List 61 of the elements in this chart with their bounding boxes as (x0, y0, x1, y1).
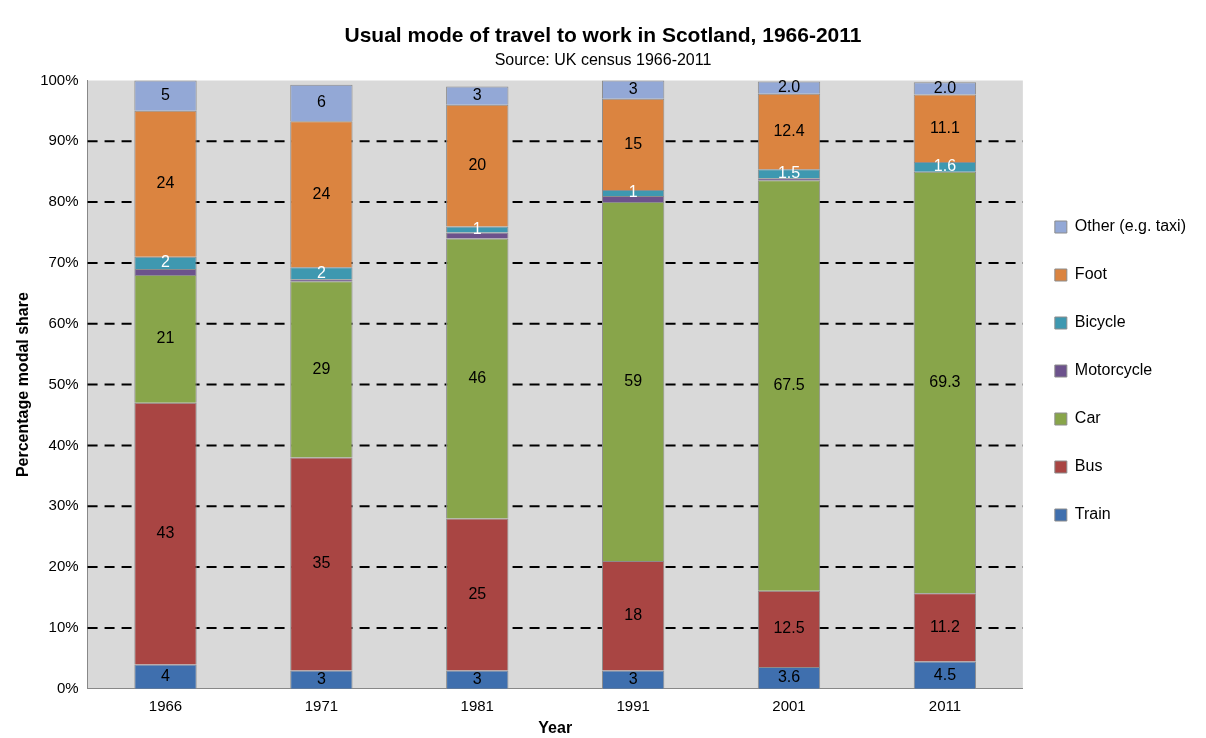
legend-label: Train (1074, 505, 1111, 523)
data-label: 3 (628, 670, 638, 688)
data-label: 15 (624, 134, 643, 152)
data-label: 3.6 (777, 668, 801, 686)
y-tick-label: 60% (48, 313, 79, 331)
data-label: 4 (161, 667, 171, 685)
data-label: 1.6 (933, 157, 957, 175)
x-tick-label: 1991 (616, 696, 650, 714)
data-label: 20 (468, 155, 487, 173)
chart-title: Usual mode of travel to work in Scotland, 1966-2011 (344, 23, 862, 47)
data-label: 12.5 (773, 619, 805, 637)
y-tick-label: 100% (40, 70, 79, 88)
data-label: 46 (468, 368, 487, 386)
data-label: 5 (161, 86, 171, 104)
legend-label: Bicycle (1074, 313, 1126, 331)
x-axis-title: Year (538, 718, 573, 736)
y-tick-label: 0% (56, 678, 79, 696)
data-label: 4.5 (933, 665, 957, 683)
y-tick-label: 50% (48, 374, 79, 392)
data-label: 24 (312, 184, 331, 202)
x-tick-label: 1981 (460, 696, 494, 714)
data-label: 3 (472, 670, 482, 688)
data-label: 11.1 (929, 118, 960, 136)
y-tick-label: 80% (48, 192, 79, 210)
data-label: 21 (156, 329, 175, 347)
data-label: 2 (161, 253, 171, 271)
data-label: 43 (156, 524, 175, 542)
data-label: 2.0 (777, 78, 801, 96)
legend-label: Foot (1074, 265, 1108, 283)
data-label: 3 (316, 670, 326, 688)
y-axis-title: Percentage modal share (14, 292, 32, 478)
y-tick-label: 10% (48, 618, 79, 636)
x-tick-label: 2001 (772, 696, 806, 714)
x-tick-label: 1966 (148, 696, 183, 714)
data-label: 69.3 (929, 372, 961, 390)
data-label: 25 (468, 584, 487, 602)
data-label: 29 (312, 359, 331, 377)
data-label: 59 (624, 371, 643, 389)
y-tick-label: 40% (48, 435, 79, 453)
x-tick-label: 2011 (928, 696, 962, 714)
y-tick-label: 20% (48, 557, 79, 575)
data-label: 67.5 (773, 375, 805, 393)
data-label: 12.4 (773, 121, 805, 139)
data-label: 11.2 (929, 617, 960, 635)
x-tick-label: 1971 (304, 696, 339, 714)
y-tick-label: 30% (48, 496, 79, 514)
data-label: 24 (156, 174, 175, 192)
data-label: 6 (316, 93, 326, 111)
legend-label: Other (e.g. taxi) (1074, 217, 1187, 235)
y-tick-label: 90% (48, 131, 79, 149)
data-label: 2.0 (933, 78, 957, 96)
data-label: 3 (628, 79, 638, 97)
legend-label: Bus (1074, 457, 1103, 475)
data-label: 18 (624, 606, 643, 624)
chart-subtitle: Source: UK census 1966-2011 (494, 51, 712, 69)
y-tick-label: 70% (48, 253, 79, 271)
data-label: 3 (472, 86, 482, 104)
legend-label: Car (1074, 409, 1102, 427)
data-label: 35 (312, 554, 331, 572)
legend-label: Motorcycle (1074, 361, 1153, 379)
data-label: 2 (316, 263, 326, 281)
